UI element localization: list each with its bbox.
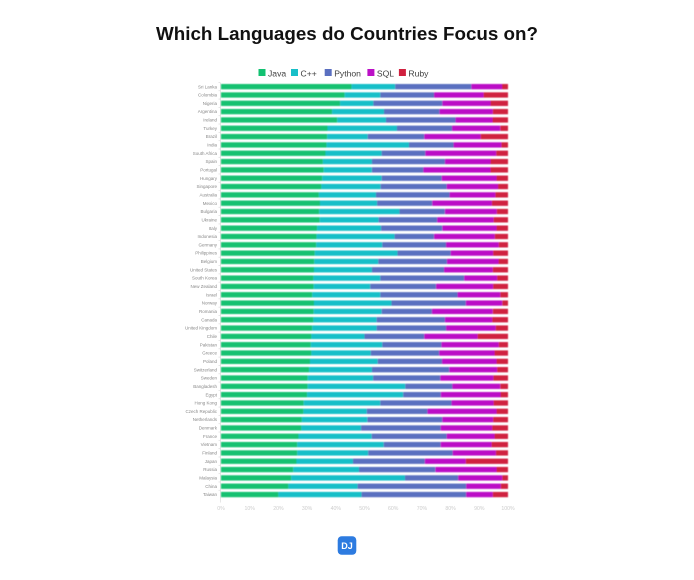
svg-text:Germany: Germany bbox=[198, 242, 217, 247]
svg-text:Egypt: Egypt bbox=[205, 392, 217, 397]
svg-text:C++: C++ bbox=[301, 69, 317, 79]
svg-text:Vietnam: Vietnam bbox=[201, 442, 218, 447]
svg-text:China: China bbox=[205, 484, 217, 489]
svg-text:United Kingdom: United Kingdom bbox=[185, 326, 217, 331]
svg-text:Sweden: Sweden bbox=[201, 376, 218, 381]
svg-text:Ukraine: Ukraine bbox=[201, 217, 217, 222]
svg-text:Singapore: Singapore bbox=[196, 184, 217, 189]
svg-text:Java: Java bbox=[268, 69, 286, 79]
svg-text:Canada: Canada bbox=[201, 317, 217, 322]
svg-text:Mexico: Mexico bbox=[203, 201, 218, 206]
svg-text:Philippines: Philippines bbox=[195, 251, 218, 256]
svg-text:Norway: Norway bbox=[202, 301, 218, 306]
svg-text:10%: 10% bbox=[245, 506, 256, 512]
svg-text:Sri Lanka: Sri Lanka bbox=[198, 84, 218, 89]
svg-text:50%: 50% bbox=[359, 506, 370, 512]
svg-text:DJ: DJ bbox=[341, 541, 353, 551]
svg-text:Greece: Greece bbox=[202, 351, 217, 356]
svg-text:Chile: Chile bbox=[207, 334, 218, 339]
svg-text:80%: 80% bbox=[445, 506, 456, 512]
svg-text:Turkey: Turkey bbox=[203, 126, 217, 131]
svg-text:Taiwan: Taiwan bbox=[203, 492, 218, 497]
svg-text:Spain: Spain bbox=[205, 159, 217, 164]
svg-text:Ireland: Ireland bbox=[203, 118, 217, 123]
svg-text:40%: 40% bbox=[331, 506, 342, 512]
svg-text:0%: 0% bbox=[217, 506, 225, 512]
svg-text:Bulgaria: Bulgaria bbox=[200, 209, 217, 214]
svg-text:Poland: Poland bbox=[203, 359, 218, 364]
svg-text:India: India bbox=[207, 143, 217, 148]
svg-text:Denmark: Denmark bbox=[199, 426, 218, 431]
svg-text:30%: 30% bbox=[302, 506, 313, 512]
svg-text:United States: United States bbox=[190, 267, 218, 272]
svg-text:70%: 70% bbox=[417, 506, 428, 512]
svg-text:Ruby: Ruby bbox=[408, 69, 429, 79]
svg-text:Python: Python bbox=[334, 69, 361, 79]
svg-text:20%: 20% bbox=[273, 506, 284, 512]
svg-text:Netherlands: Netherlands bbox=[193, 417, 218, 422]
svg-text:Israel: Israel bbox=[206, 292, 217, 297]
svg-text:Japan: Japan bbox=[205, 459, 218, 464]
svg-text:Australia: Australia bbox=[199, 192, 217, 197]
svg-text:Switzerland: Switzerland bbox=[194, 367, 218, 372]
svg-text:Colombia: Colombia bbox=[198, 93, 218, 98]
svg-text:90%: 90% bbox=[474, 506, 485, 512]
svg-text:Czech Republic: Czech Republic bbox=[185, 409, 217, 414]
svg-text:France: France bbox=[203, 434, 218, 439]
svg-text:South Korea: South Korea bbox=[192, 276, 218, 281]
svg-text:Italy: Italy bbox=[209, 226, 218, 231]
svg-text:Russia: Russia bbox=[203, 467, 217, 472]
svg-text:South Africa: South Africa bbox=[193, 151, 218, 156]
svg-text:SQL: SQL bbox=[377, 69, 394, 79]
svg-text:Brazil: Brazil bbox=[206, 134, 217, 139]
svg-text:Malaysia: Malaysia bbox=[199, 476, 217, 481]
svg-text:Which Languages do Countries F: Which Languages do Countries Focus on? bbox=[156, 23, 538, 44]
svg-text:Romania: Romania bbox=[199, 309, 218, 314]
svg-text:Nigeria: Nigeria bbox=[203, 101, 218, 106]
svg-text:Hungary: Hungary bbox=[200, 176, 218, 181]
svg-text:Hong Kong: Hong Kong bbox=[194, 401, 217, 406]
svg-text:60%: 60% bbox=[388, 506, 399, 512]
svg-text:Belgium: Belgium bbox=[201, 259, 218, 264]
svg-text:Portugal: Portugal bbox=[200, 168, 217, 173]
svg-text:Argentina: Argentina bbox=[198, 109, 218, 114]
svg-text:100%: 100% bbox=[501, 506, 515, 512]
svg-text:New Zealand: New Zealand bbox=[190, 284, 217, 289]
svg-text:Indonesia: Indonesia bbox=[197, 234, 217, 239]
svg-text:Finland: Finland bbox=[202, 451, 217, 456]
svg-text:Pakistan: Pakistan bbox=[200, 342, 218, 347]
svg-text:Bangladesh: Bangladesh bbox=[193, 384, 217, 389]
